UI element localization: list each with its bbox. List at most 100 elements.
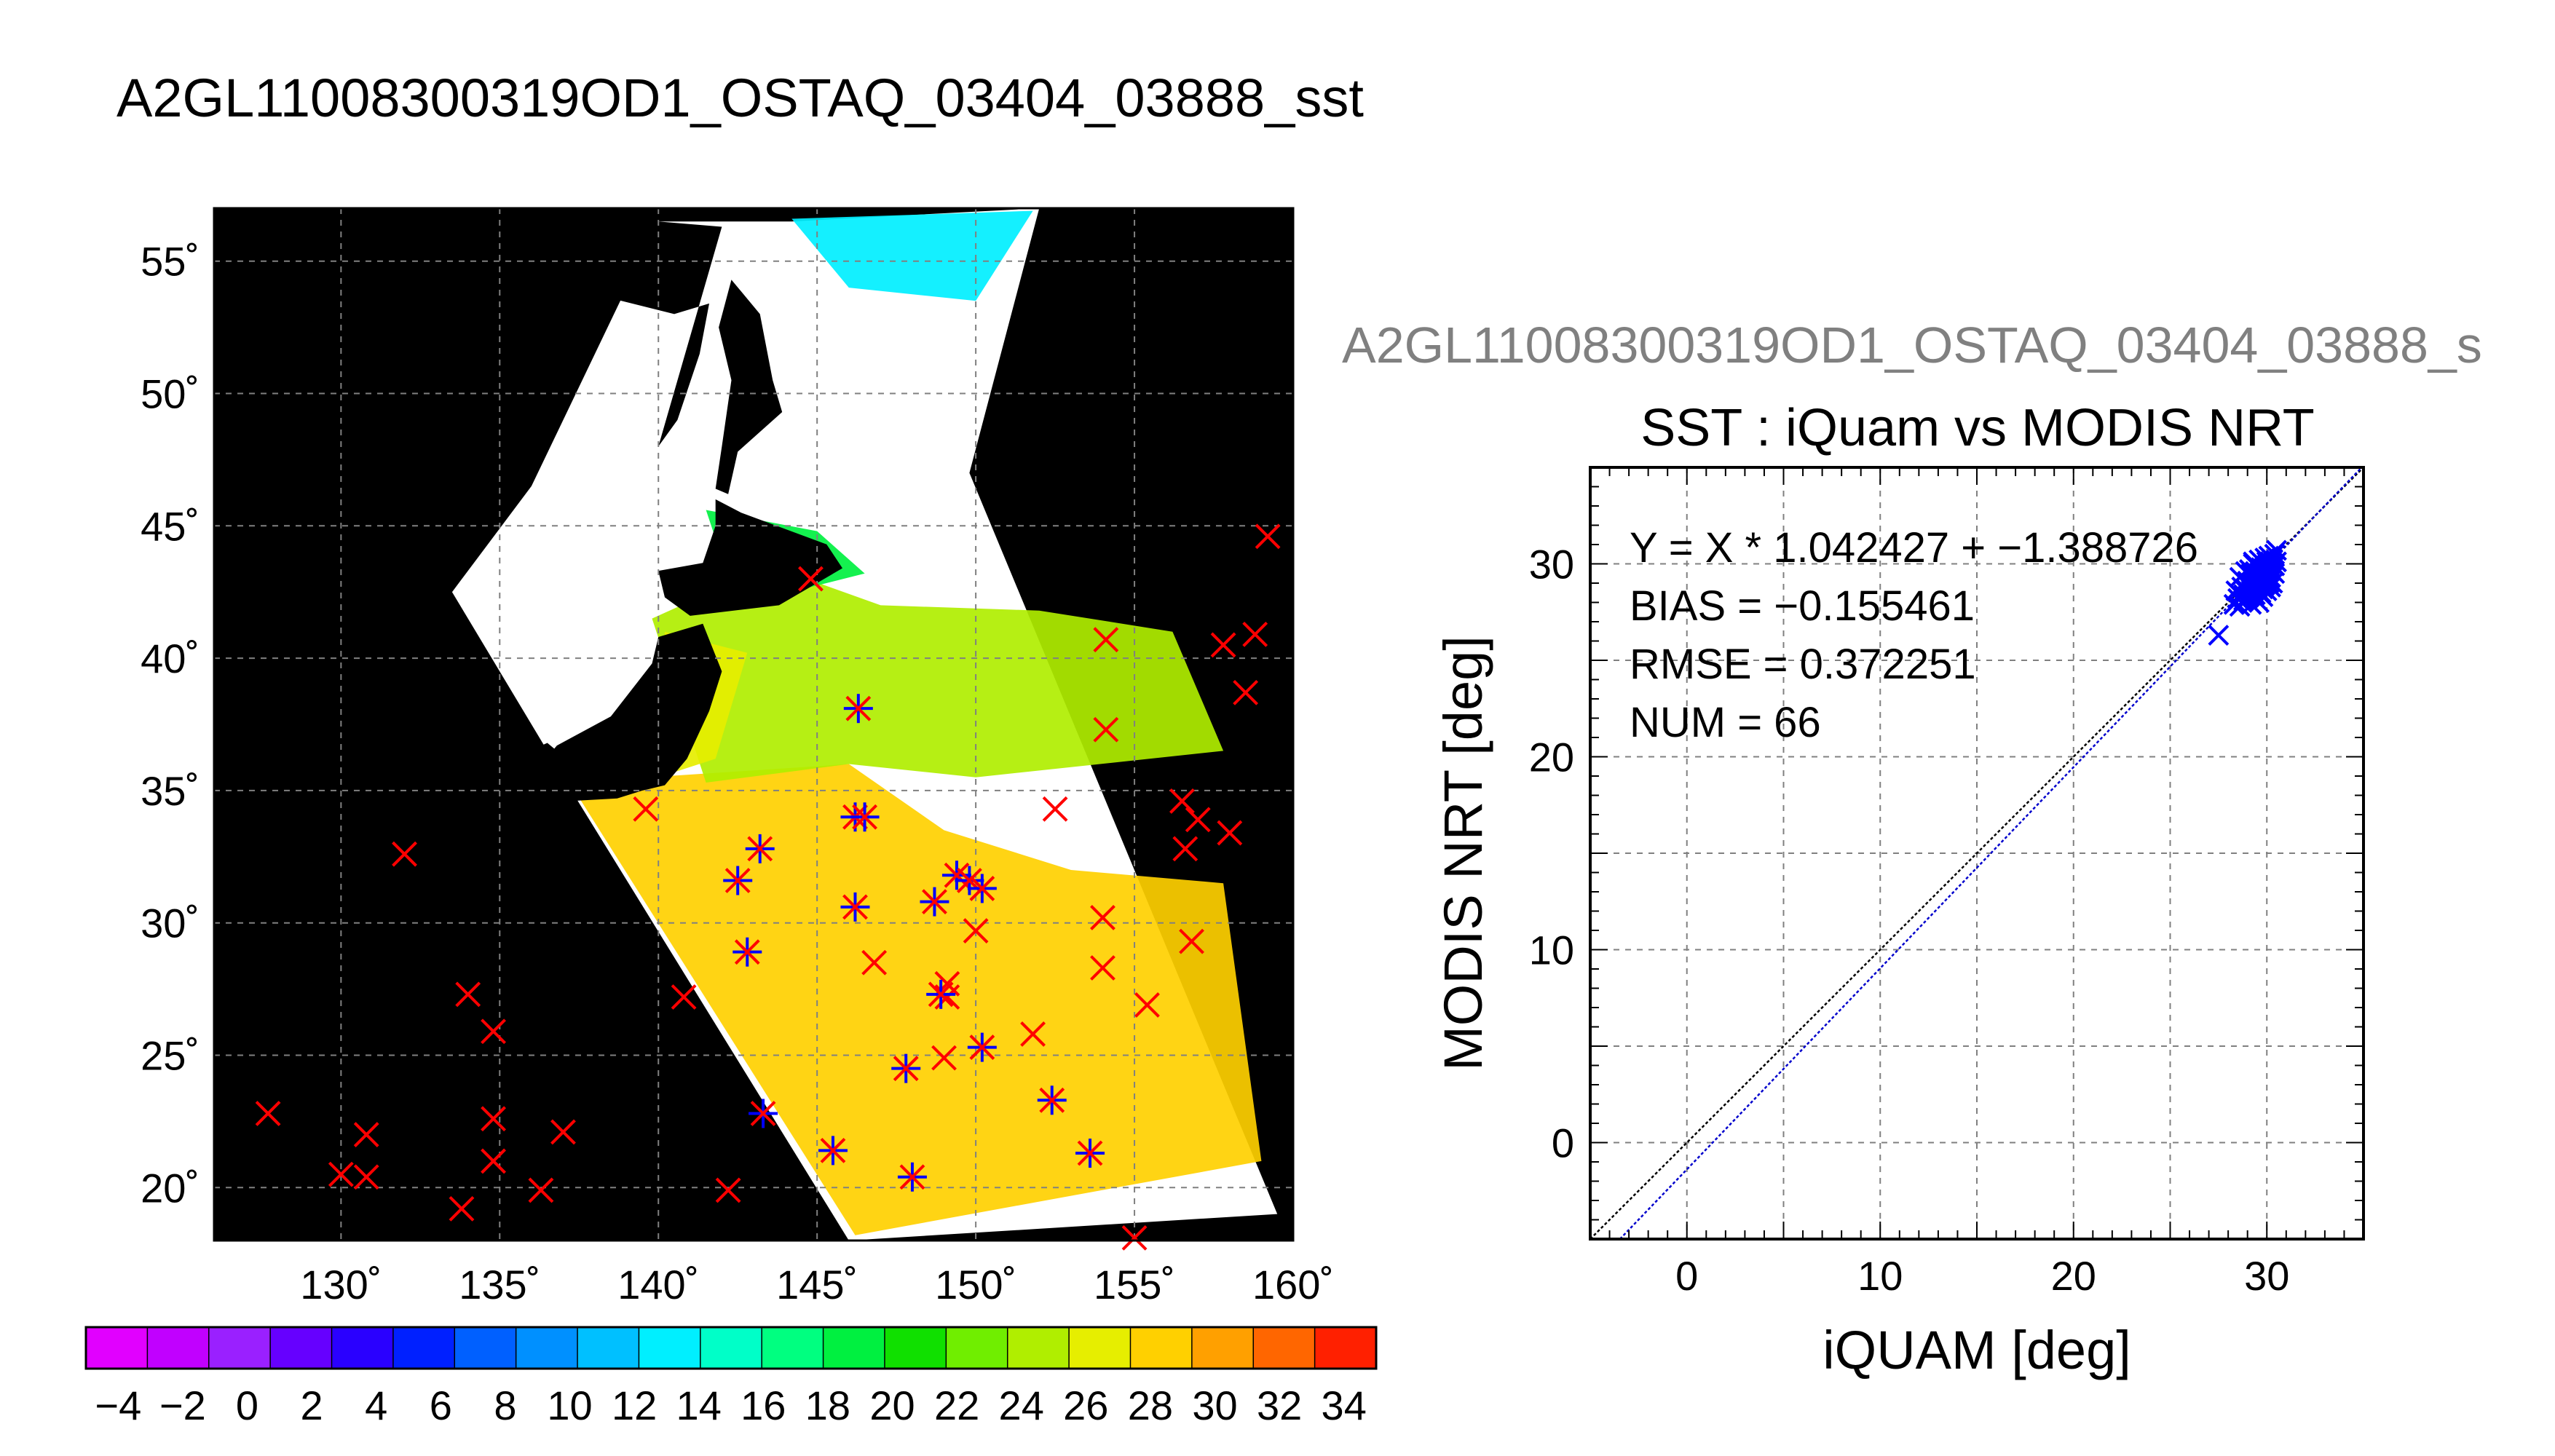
colorbar-tick-label: 24	[999, 1382, 1044, 1428]
buoy-marker	[1042, 796, 1068, 822]
matchup-marker	[732, 937, 762, 967]
scatter-annotation: NUM = 66	[1630, 699, 1821, 746]
matchup-marker	[723, 866, 753, 895]
matchup-marker	[897, 1162, 927, 1192]
buoy-marker	[1172, 836, 1198, 862]
matchup-marker	[749, 1099, 778, 1128]
colorbar-segment	[1253, 1327, 1316, 1369]
colorbar-tick-label: 12	[612, 1382, 657, 1428]
buoy-marker	[481, 1106, 506, 1132]
colorbar-tick-label: 28	[1128, 1382, 1173, 1428]
sst-zone-okhotsk-north	[791, 210, 1033, 301]
scatter-y-tick-labels: 0 10 20 30	[1529, 542, 1574, 1166]
scatter-y-axis-label: MODIS NRT [deg]	[1433, 636, 1493, 1071]
lon-tick-label: 150˚	[935, 1262, 1016, 1307]
scatter-panel: A2GL11008300319OD1_OSTAQ_03404_03888_s S…	[1342, 317, 2482, 1380]
buoy-marker	[1242, 621, 1268, 647]
scatter-x-tick-label: 10	[1857, 1253, 1903, 1299]
colorbar-tick-label: 20	[869, 1382, 915, 1428]
scatter-y-tick-label: 10	[1529, 927, 1574, 973]
colorbar-tick-label: 16	[741, 1382, 786, 1428]
colorbar-segment	[823, 1327, 885, 1369]
scatter-x-tick-label: 0	[1675, 1253, 1698, 1299]
colorbar-tick-label: 32	[1257, 1382, 1302, 1428]
matchup-marker	[1075, 1139, 1105, 1168]
colorbar-segment	[762, 1327, 824, 1369]
colorbar-segment	[516, 1327, 578, 1369]
lon-tick-label: 140˚	[617, 1262, 699, 1307]
buoy-marker	[455, 981, 481, 1008]
scatter-x-tick-label: 20	[2051, 1253, 2096, 1299]
scatter-title: SST : iQuam vs MODIS NRT	[1640, 399, 2315, 457]
scatter-y-tick-label: 0	[1552, 1120, 1574, 1166]
colorbar-tick-label: 0	[236, 1382, 258, 1428]
scatter-subtitle: A2GL11008300319OD1_OSTAQ_03404_03888_s	[1342, 317, 2482, 373]
latitude-tick-labels: 55˚ 50˚ 45˚ 40˚ 35˚ 30˚ 25˚ 20˚	[141, 239, 200, 1211]
matchup-marker	[967, 1032, 997, 1062]
buoy-marker	[1217, 820, 1243, 846]
land-shape-4	[499, 743, 580, 783]
buoy-marker	[353, 1122, 379, 1147]
colorbar-tick-label: 18	[805, 1382, 850, 1428]
colorbar-segment	[700, 1327, 762, 1369]
matchup-marker	[850, 802, 880, 832]
buoy-marker	[931, 1045, 957, 1071]
buoy-marker	[392, 841, 417, 867]
scatter-point	[2243, 553, 2264, 574]
matchup-marker	[745, 834, 775, 863]
matchup-marker	[920, 887, 949, 917]
matchup-marker	[926, 979, 956, 1009]
colorbar-segment	[946, 1327, 1008, 1369]
buoy-marker	[633, 796, 659, 822]
buoy-marker	[861, 949, 888, 976]
scatter-frame	[1589, 466, 2365, 1241]
buoy-marker	[1210, 632, 1236, 658]
colorbar-segment	[1007, 1327, 1070, 1369]
lat-tick-label: 45˚	[141, 503, 200, 549]
buoy-marker	[671, 984, 697, 1010]
map-frame	[213, 207, 1295, 1242]
scatter-point	[2208, 625, 2230, 646]
colorbar-segment	[1314, 1327, 1377, 1369]
colorbar-segment	[86, 1327, 148, 1369]
buoy-marker	[1093, 627, 1119, 653]
colorbar-tick-label: 34	[1322, 1382, 1367, 1428]
colorbar-tick-label: 14	[676, 1382, 722, 1428]
colorbar-segment	[884, 1327, 947, 1369]
buoy-markers	[255, 523, 1281, 1251]
colorbar-frame	[84, 1326, 1378, 1370]
longitude-tick-labels: 130˚ 135˚ 140˚ 145˚ 150˚ 155˚ 160˚	[300, 1262, 1334, 1307]
colorbar-tick-label: 30	[1192, 1382, 1237, 1428]
colorbar-tick-labels: −4 −2 0 2 4 6 8 10 12 14 16 18 20 22 24 26 28 30 32 34	[95, 1382, 1366, 1428]
scatter-point	[2258, 572, 2280, 594]
colorbar-segment	[270, 1327, 333, 1369]
scatter-points	[2208, 539, 2287, 646]
matchup-marker	[1037, 1085, 1067, 1115]
colorbar-tick-label: 6	[430, 1382, 452, 1428]
land-shape-2	[715, 280, 783, 494]
colorbar-tick-label: 10	[547, 1382, 592, 1428]
colorbar-segment	[1069, 1327, 1131, 1369]
colorbar-segment	[392, 1327, 455, 1369]
lon-tick-label: 145˚	[776, 1262, 858, 1307]
colorbar-tick-label: 4	[365, 1382, 387, 1428]
buoy-marker	[481, 1148, 506, 1174]
colorbar-tick-label: −2	[159, 1382, 206, 1428]
map-graticule	[214, 208, 1293, 1241]
colorbar-segment	[147, 1327, 210, 1369]
lat-tick-label: 55˚	[141, 239, 200, 285]
colorbar-tick-label: 8	[494, 1382, 516, 1428]
buoy-marker	[255, 1101, 281, 1126]
japan-landmass	[499, 221, 842, 828]
scatter-x-tick-labels: 0 10 20 30	[1675, 1253, 2289, 1299]
scatter-point	[2235, 578, 2256, 600]
sst-map-panel: 130˚ 135˚ 140˚ 145˚ 150˚ 155˚ 160˚ 55˚ 50˚ 45˚ 40…	[141, 207, 1334, 1307]
lat-tick-label: 30˚	[141, 901, 200, 946]
colorbar-segment	[208, 1327, 271, 1369]
land-shape-0	[658, 499, 842, 616]
lat-tick-label: 25˚	[141, 1032, 200, 1078]
scatter-point	[2266, 539, 2287, 561]
buoy-marker	[449, 1195, 475, 1222]
sst-zone-mid-lat	[652, 565, 1224, 783]
lon-tick-label: 155˚	[1094, 1262, 1175, 1307]
